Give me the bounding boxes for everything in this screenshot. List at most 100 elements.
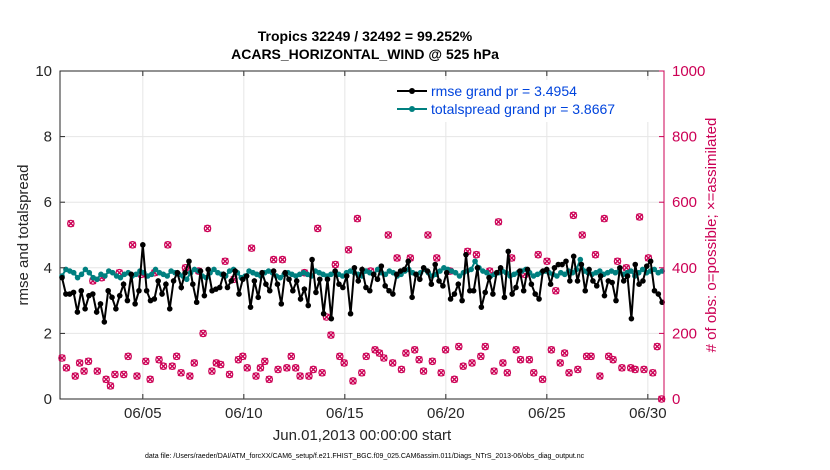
obs-possible-marker [543, 257, 551, 266]
obs-possible-marker [552, 286, 560, 295]
obs-assimilated-marker [243, 364, 251, 372]
obs-assimilated-marker [186, 372, 194, 380]
obs-assimilated-marker [494, 218, 502, 226]
y-tick-label-right: 600 [672, 194, 697, 211]
rmse-point [559, 261, 565, 268]
obs-assimilated-marker [239, 352, 247, 360]
obs-assimilated-marker [455, 343, 463, 351]
obs-possible-marker [141, 357, 150, 366]
obs-possible-marker [534, 250, 542, 259]
obs-assimilated-marker [248, 244, 256, 252]
obs-possible-marker [84, 357, 93, 366]
obs-possible-marker [71, 372, 80, 380]
obs-assimilated-marker [569, 211, 577, 219]
rmse-point [166, 306, 173, 312]
axes: 06/05 06/10 06/15 06/20 06/25 06/30 0 2 4 6 8 10 0 20… [35, 63, 705, 422]
obs-possible-marker [582, 352, 591, 361]
obs-possible-marker [512, 345, 520, 354]
obs-possible-marker [58, 354, 66, 362]
rmse-point [640, 278, 646, 284]
totalspread-point [651, 266, 658, 273]
rmse-point [413, 271, 419, 278]
rmse-point [190, 281, 196, 288]
obs-possible-marker [124, 352, 132, 361]
rmse-point [220, 271, 227, 278]
totalspread-point [70, 269, 77, 276]
obs-assimilated-marker [252, 372, 260, 380]
obs-possible-marker [362, 352, 371, 361]
obs-possible-marker [172, 352, 181, 361]
rmse-point [467, 287, 473, 294]
rmse-point [609, 279, 615, 286]
obs-assimilated-marker [102, 375, 110, 383]
obs-possible-marker [252, 372, 260, 380]
rmse-point [163, 281, 169, 288]
obs-possible-marker [596, 372, 604, 380]
obs-assimilated-marker [331, 261, 339, 269]
rmse-point [74, 309, 81, 315]
totalspread-point [86, 269, 93, 276]
totalspread-point [452, 269, 459, 276]
obs-assimilated-marker [561, 349, 569, 357]
obs-possible-marker [274, 365, 282, 374]
obs-assimilated-marker [472, 251, 480, 259]
obs-possible-marker [402, 349, 410, 357]
obs-assimilated-marker [543, 257, 551, 265]
rmse-point [63, 291, 69, 297]
obs-possible-marker [560, 349, 569, 357]
obs-assimilated-marker [274, 365, 282, 373]
obs-possible-marker [67, 219, 75, 228]
totalspread-point [82, 266, 89, 273]
obs-assimilated-marker [309, 365, 317, 373]
rmse-point [324, 276, 331, 283]
totalspread-point [277, 274, 284, 281]
obs-possible-marker [344, 245, 353, 254]
rmse-point [363, 284, 369, 291]
obs-possible-marker [318, 368, 326, 377]
obs-possible-marker [499, 359, 507, 367]
obs-assimilated-marker [327, 331, 335, 339]
rmse-point [263, 281, 269, 288]
rmse-point [409, 294, 415, 301]
obs-possible-marker [556, 359, 565, 367]
obs-possible-marker [424, 231, 432, 239]
totalspread-point [94, 276, 100, 283]
obs-assimilated-marker [71, 372, 79, 380]
obs-possible-marker [380, 354, 388, 362]
rmse-point [155, 278, 161, 284]
obs-assimilated-marker [168, 362, 176, 370]
rmse-point [278, 301, 285, 307]
rmse-point [243, 273, 250, 279]
obs-possible-marker [243, 364, 251, 372]
rmse-point [647, 258, 654, 265]
obs-possible-marker [349, 377, 357, 385]
obs-assimilated-marker [420, 367, 428, 375]
obs-assimilated-marker [358, 369, 366, 377]
obs-possible-marker [247, 244, 256, 252]
rmse-point [405, 258, 412, 265]
rmse-point [451, 291, 458, 297]
obs-assimilated-marker [221, 257, 229, 265]
x-tick-label: 06/05 [124, 405, 162, 422]
obs-possible-marker [186, 372, 194, 380]
obs-possible-marker [428, 357, 437, 366]
obs-possible-marker [287, 352, 296, 361]
obs-possible-marker [102, 375, 110, 384]
rmse-point [401, 266, 408, 273]
obs-assimilated-marker [574, 365, 582, 373]
obs-assimilated-marker [80, 367, 88, 375]
rmse-point [89, 291, 96, 297]
legend-spread-label: totalspread grand pr = 3.8667 [431, 101, 615, 117]
obs-possible-marker [631, 365, 639, 374]
obs-possible-marker [146, 375, 154, 384]
legend: rmse grand pr = 3.4954 totalspread grand… [390, 80, 656, 122]
obs-assimilated-marker [636, 213, 644, 221]
rmse-point [532, 291, 539, 297]
rmse-point [570, 253, 577, 260]
grid [60, 71, 664, 399]
rmse-point [443, 269, 450, 276]
rmse-point [247, 304, 254, 310]
rmse-point [132, 301, 138, 307]
obs-possible-marker [111, 370, 119, 379]
